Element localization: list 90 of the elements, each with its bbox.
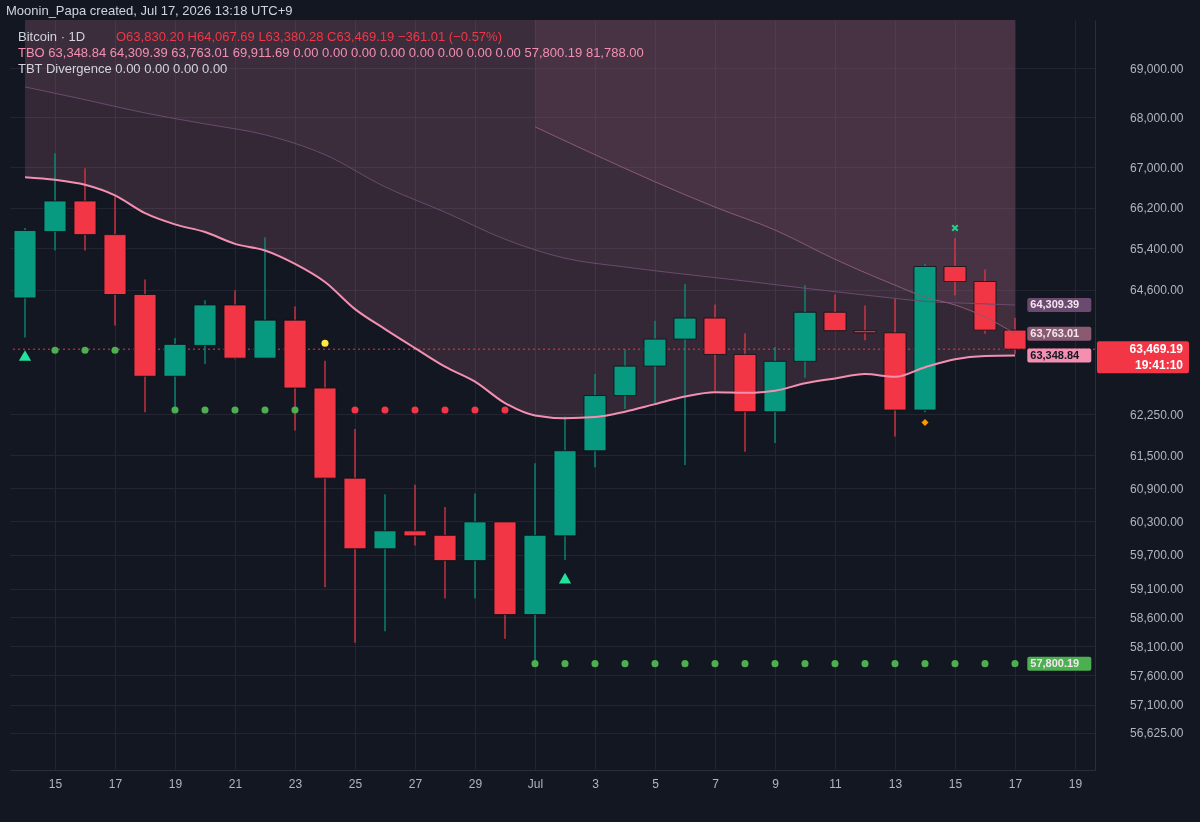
y-tick-label: 58,100.00 xyxy=(1130,639,1184,654)
point xyxy=(1011,660,1019,668)
x-tick-label: 11 xyxy=(829,776,843,791)
y-tick-label: 57,100.00 xyxy=(1130,698,1184,713)
point xyxy=(861,660,869,668)
y-tick-label: 64,600.00 xyxy=(1130,283,1184,298)
point xyxy=(231,406,239,414)
y-tick-label: 67,000.00 xyxy=(1130,160,1184,175)
x-tick-label: 27 xyxy=(408,776,423,791)
point xyxy=(921,418,929,427)
point xyxy=(531,660,539,668)
point xyxy=(651,660,659,668)
x-tick-label: 25 xyxy=(348,776,363,791)
data-label: 57,800.19 xyxy=(1030,656,1080,669)
point xyxy=(891,660,899,668)
x-tick-label: Jul xyxy=(527,776,544,791)
annotation: O63,830.20 H64,067.69 L63,380.28 C63,469.19 −361.01 (−0.57%) xyxy=(116,29,502,44)
point xyxy=(171,406,179,414)
line-series xyxy=(24,176,1016,420)
candlestick xyxy=(853,304,877,341)
x-tick-label: 9 xyxy=(772,776,780,791)
x-tick-label: 15 xyxy=(948,776,963,791)
point xyxy=(951,224,959,232)
point xyxy=(291,406,299,414)
data-label: 63,348.84 xyxy=(1030,348,1081,361)
point xyxy=(951,660,959,668)
y-tick-label: 56,625.00 xyxy=(1130,726,1184,741)
point xyxy=(321,339,329,347)
text: Moonin_Papa created, Jul 17, 2026 13:18 UTC+9 xyxy=(6,3,293,18)
point xyxy=(831,660,839,668)
x-tick-label: 23 xyxy=(288,776,303,791)
x-tick-label: 17 xyxy=(108,776,123,791)
y-tick-label: 58,600.00 xyxy=(1130,610,1184,625)
point xyxy=(801,660,809,668)
y-tick-label: 59,100.00 xyxy=(1130,582,1184,597)
point xyxy=(681,660,689,668)
point xyxy=(441,406,449,414)
x-tick-label: 29 xyxy=(468,776,483,791)
point xyxy=(771,660,779,668)
line-series xyxy=(24,86,1016,306)
x-tick-label: 17 xyxy=(1008,776,1023,791)
point xyxy=(981,660,989,668)
x-tick-label: 7 xyxy=(712,776,720,791)
point xyxy=(561,660,569,668)
x-tick-label: 5 xyxy=(652,776,660,791)
point xyxy=(18,350,32,361)
point xyxy=(741,660,749,668)
point xyxy=(81,346,89,354)
point xyxy=(471,406,479,414)
point xyxy=(501,406,509,414)
point xyxy=(411,406,419,414)
annotation: TBO 63,348.84 64,309.39 63,763.01 69,911.69 0.00 0.00 0.00 0.00 0.00 0.00 0.00 0.00 57,800.19 81,788.00 xyxy=(18,45,644,60)
point xyxy=(261,406,269,414)
point xyxy=(351,406,359,414)
x-tick-label: 13 xyxy=(888,776,903,791)
data-label: 63,763.01 xyxy=(1030,326,1080,339)
point xyxy=(381,406,389,414)
candlestick xyxy=(943,237,967,297)
point xyxy=(921,660,929,668)
point xyxy=(558,572,572,584)
y-tick-label: 61,500.00 xyxy=(1130,448,1184,463)
y-tick-label: 65,400.00 xyxy=(1130,241,1184,256)
data-label: 64,309.39 xyxy=(1030,297,1080,310)
point xyxy=(111,346,119,354)
candlestick xyxy=(673,283,697,466)
candlestick xyxy=(1003,317,1027,355)
point xyxy=(51,346,59,354)
y-tick-label: 59,700.00 xyxy=(1130,548,1184,563)
y-tick-label: 66,200.00 xyxy=(1130,201,1184,216)
x-tick-label: 3 xyxy=(592,776,600,791)
point xyxy=(591,660,599,668)
point xyxy=(711,660,719,668)
y-tick-label: 57,600.00 xyxy=(1130,668,1184,683)
x-tick-label: 15 xyxy=(48,776,63,791)
x-tick-label: 19 xyxy=(168,776,183,791)
y-tick-label: 60,300.00 xyxy=(1130,514,1184,529)
text: Bitcoin · 1D xyxy=(18,29,86,44)
y-tick-label: 68,000.00 xyxy=(1130,110,1184,125)
x-tick-label: 21 xyxy=(228,776,243,791)
ref-line-label: 63,469.19 19:41:10 xyxy=(1129,342,1184,373)
x-tick-label: 19 xyxy=(1068,776,1083,791)
candlestick xyxy=(373,493,397,632)
annotation: TBT Divergence 0.00 0.00 0.00 0.00 xyxy=(18,61,228,76)
y-tick-label: 62,250.00 xyxy=(1130,407,1184,422)
y-tick-label: 69,000.00 xyxy=(1130,61,1184,76)
y-tick-label: 60,900.00 xyxy=(1130,481,1184,496)
point xyxy=(621,660,629,668)
candlestick xyxy=(403,484,427,546)
candlestick xyxy=(823,293,847,332)
point xyxy=(201,406,209,414)
